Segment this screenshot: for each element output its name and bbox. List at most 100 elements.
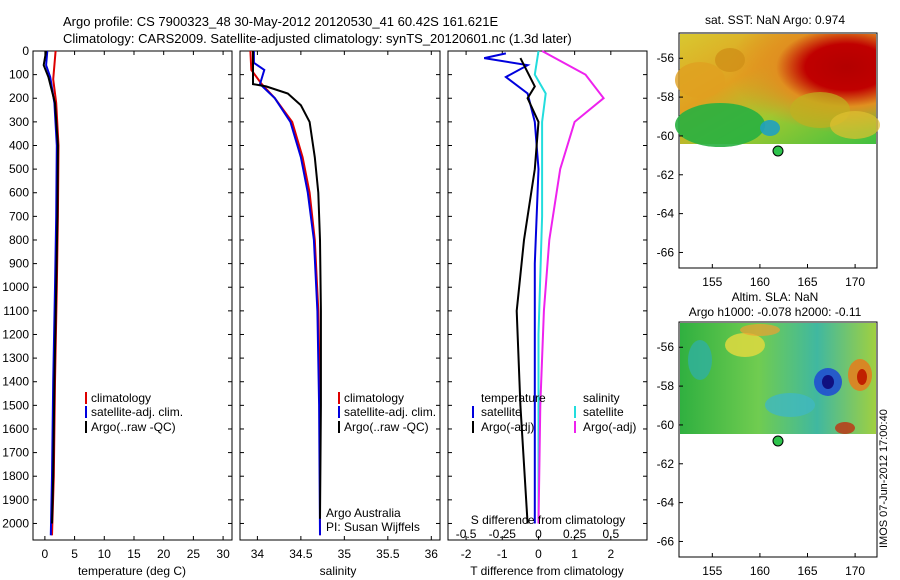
sst-field-patch — [675, 62, 725, 98]
map-x-tick-label: 160 — [750, 275, 770, 289]
map-y-tick-label: -64 — [657, 496, 675, 510]
sla-argo-marker — [772, 435, 784, 447]
sst-argo-marker — [772, 145, 784, 157]
difference-legend: temperature salinity satellite Argo(-adj… — [472, 391, 636, 434]
x-tick-label: 25 — [187, 547, 201, 561]
legend-label-argo: Argo(..raw -QC) — [344, 420, 429, 434]
legend-label-argo-s: Argo(-adj) — [583, 420, 636, 434]
sla-map-field — [680, 323, 876, 434]
map-y-tick-label: -60 — [657, 418, 675, 432]
x-tick-label: 34 — [251, 547, 265, 561]
y-tick-label: 1100 — [3, 304, 29, 318]
header-line1: Argo profile: CS 7900323_48 30-May-2012 … — [63, 14, 498, 29]
map-x-tick-label: 160 — [750, 564, 770, 578]
temperature-plot: 0100200300400500600700800900100011001200… — [2, 44, 232, 561]
y-tick-label: 200 — [9, 91, 29, 105]
top-tick-label: 0 — [535, 527, 542, 541]
sla-map-title-line2: Argo h1000: -0.078 h2000: -0.11 — [689, 305, 862, 319]
y-tick-label: 1500 — [2, 398, 29, 412]
legend-heading-temperature: temperature — [481, 391, 546, 405]
difference-plot: -2 -1 0 1 2 -0.5 -0.25 0 0.25 0.5 — [448, 50, 647, 561]
x-tick-label: 30 — [216, 547, 230, 561]
sla-field-patch — [835, 422, 855, 434]
series-line — [252, 51, 321, 536]
y-tick-label: 0 — [22, 44, 29, 58]
x-tick-label: 10 — [98, 547, 112, 561]
y-tick-label: 400 — [9, 138, 29, 152]
sst-map-title: sat. SST: NaN Argo: 0.974 — [705, 13, 845, 27]
sst-map-field — [675, 34, 880, 147]
map-y-tick-label: -60 — [657, 129, 675, 143]
difference-top-label: S difference from climatology — [471, 513, 626, 527]
header-line2: Climatology: CARS2009. Satellite-adjuste… — [63, 31, 572, 46]
sla-map-title-line1: Altim. SLA: NaN — [732, 290, 819, 304]
temperature-panel — [32, 50, 233, 541]
y-tick-label: 600 — [9, 186, 29, 200]
map-y-tick-label: -64 — [657, 207, 675, 221]
side-stamp: IMOS 07-Jun-2012 17:00:40 — [878, 409, 890, 548]
map-x-tick-label: 155 — [702, 275, 722, 289]
sst-map-ticks: 155 160 165 170 -56 -58 -60 -62 -64 -66 — [657, 51, 866, 289]
sla-field-patch — [725, 333, 765, 357]
sst-field-patch — [830, 111, 880, 139]
temperature-xlabel: temperature (deg C) — [78, 564, 186, 578]
legend-label-satellite: satellite-adj. clim. — [91, 405, 183, 419]
map-y-tick-label: -56 — [657, 51, 675, 65]
y-tick-label: 1000 — [2, 280, 29, 294]
salinity-plot: 34 34.5 35 35.5 36 — [240, 50, 440, 561]
map-x-tick-label: 170 — [845, 564, 865, 578]
x-tick-label: 0 — [42, 547, 49, 561]
sst-field-patch — [715, 48, 745, 72]
legend-label-argo-t: Argo(-adj) — [481, 420, 534, 434]
sla-field-patch — [857, 369, 867, 385]
sla-field-patch — [822, 375, 834, 389]
y-tick-label: 800 — [9, 233, 29, 247]
top-tick-label: -0.5 — [456, 527, 477, 541]
x-tick-label: 35 — [338, 547, 352, 561]
y-tick-label: 100 — [9, 68, 29, 82]
argo-australia-label: Argo Australia — [326, 506, 401, 520]
y-tick-label: 2000 — [2, 516, 29, 530]
y-tick-label: 1900 — [2, 493, 29, 507]
series-line — [533, 50, 547, 524]
map-x-tick-label: 155 — [702, 564, 722, 578]
difference-panel — [447, 50, 648, 541]
x-tick-label: -2 — [461, 547, 472, 561]
salinity-xlabel: salinity — [320, 564, 357, 578]
map-y-tick-label: -62 — [657, 168, 675, 182]
y-tick-label: 500 — [9, 162, 29, 176]
top-tick-label: -0.25 — [489, 527, 517, 541]
y-tick-label: 700 — [9, 209, 29, 223]
series-line — [515, 57, 540, 524]
legend-label-argo: Argo(..raw -QC) — [91, 420, 176, 434]
x-tick-label: 35.5 — [376, 547, 400, 561]
sst-field-patch — [675, 103, 765, 147]
sla-map-ticks: 155 160 165 170 -56 -58 -60 -62 -64 -66 — [657, 340, 866, 578]
y-tick-label: 1800 — [2, 469, 29, 483]
y-tick-label: 1700 — [2, 446, 29, 460]
x-tick-label: 20 — [157, 547, 171, 561]
x-tick-label: 36 — [425, 547, 439, 561]
map-x-tick-label: 165 — [797, 564, 817, 578]
map-y-tick-label: -58 — [657, 379, 675, 393]
top-tick-label: 0.25 — [563, 527, 587, 541]
legend-label-satellite: satellite-adj. clim. — [344, 405, 436, 419]
series-line — [537, 50, 605, 524]
map-x-tick-label: 170 — [845, 275, 865, 289]
legend-heading-salinity: salinity — [583, 391, 620, 405]
series-line — [252, 51, 322, 519]
pi-label: PI: Susan Wijffels — [326, 520, 420, 534]
legend-label-climatology: climatology — [91, 391, 151, 405]
x-tick-label: -1 — [497, 547, 508, 561]
salinity-panel — [239, 50, 441, 541]
x-tick-label: 34.5 — [289, 547, 313, 561]
salinity-legend: climatology satellite-adj. clim. Argo(..… — [338, 391, 436, 434]
map-y-tick-label: -62 — [657, 457, 675, 471]
sla-field-base — [680, 323, 876, 434]
x-tick-label: 0 — [535, 547, 542, 561]
x-tick-label: 5 — [71, 547, 78, 561]
difference-xlabel: T difference from climatology — [470, 564, 624, 578]
top-tick-label: 0.5 — [602, 527, 619, 541]
map-y-tick-label: -66 — [657, 245, 675, 259]
